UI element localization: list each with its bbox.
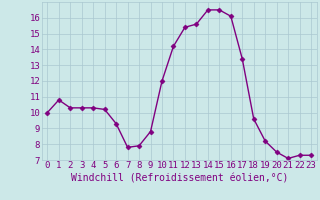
- X-axis label: Windchill (Refroidissement éolien,°C): Windchill (Refroidissement éolien,°C): [70, 173, 288, 183]
